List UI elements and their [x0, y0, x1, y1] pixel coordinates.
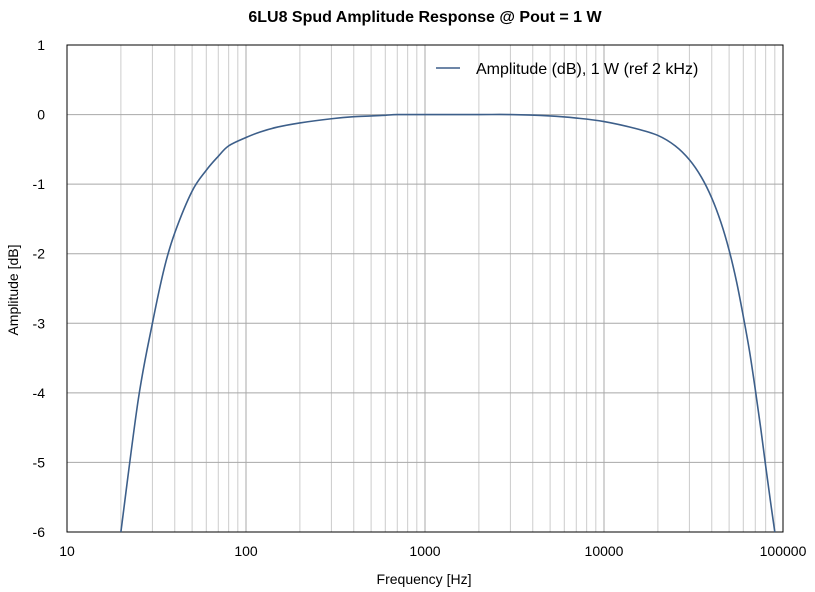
plot-frame	[66, 44, 784, 533]
x-tick-label: 100	[234, 543, 258, 559]
y-tick-label: -4	[33, 385, 46, 401]
y-tick-label: -2	[33, 246, 46, 262]
grid-minor	[120, 45, 776, 532]
y-tick-labels: 1 0 -1 -2 -3 -4 -5 -6	[33, 37, 46, 540]
y-tick-label: -3	[33, 315, 46, 331]
legend-label: Amplitude (dB), 1 W (ref 2 kHz)	[476, 61, 698, 78]
chart-title: 6LU8 Spud Amplitude Response @ Pout = 1 …	[248, 9, 602, 26]
y-tick-label: 0	[37, 107, 45, 123]
series-group	[120, 113, 776, 533]
x-tick-label: 10	[59, 543, 75, 559]
y-tick-label: -5	[33, 454, 46, 470]
x-axis-label: Frequency [Hz]	[377, 571, 472, 587]
x-tick-labels: 10 100 1000 10000 100000	[59, 543, 806, 559]
y-axis-label: Amplitude [dB]	[5, 244, 21, 335]
y-tick-label: -1	[33, 176, 46, 192]
y-tick-label: 1	[37, 37, 45, 53]
legend: Amplitude (dB), 1 W (ref 2 kHz)	[436, 61, 698, 78]
x-tick-label: 10000	[585, 543, 624, 559]
x-tick-label: 100000	[760, 543, 807, 559]
x-tick-label: 1000	[409, 543, 440, 559]
y-tick-label: -6	[33, 524, 46, 540]
series-line-amplitude	[120, 113, 776, 533]
